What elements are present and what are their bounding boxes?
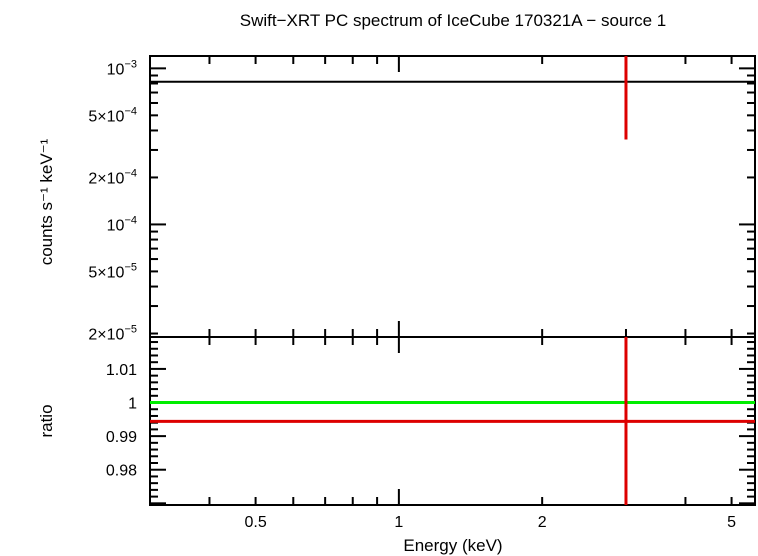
x-tick-label: 0.5 <box>244 514 266 531</box>
y-tick-label: 2×10−5 <box>88 324 137 344</box>
plot-frame <box>149 55 756 338</box>
y-tick-label: 5×10−4 <box>88 105 137 125</box>
ratio-panel: 0.5 1 2 5 1.01 1 0.99 0.98 <box>106 336 756 531</box>
spectrum-panel: 10−3 5×10−4 2×10−4 10−4 5×10−5 2×10−5 <box>88 55 756 344</box>
x-axis-label: Energy (keV) <box>403 536 502 555</box>
y-tick-label: 1 <box>128 396 137 413</box>
y-tick-label: 0.98 <box>106 463 137 480</box>
y-tick-label: 0.99 <box>106 429 137 446</box>
chart-title: Swift−XRT PC spectrum of IceCube 170321A… <box>240 11 667 30</box>
x-tick-label: 5 <box>727 514 736 531</box>
y-tick-label: 1.01 <box>106 362 137 379</box>
y-tick-label: 10−3 <box>107 58 137 78</box>
y-tick-label: 10−4 <box>107 214 137 234</box>
y-tick-label: 5×10−5 <box>88 261 137 281</box>
x-tick-label: 2 <box>538 514 547 531</box>
ratio-y-axis-label: ratio <box>37 404 56 437</box>
x-tick-label: 1 <box>394 514 403 531</box>
spectrum-y-axis-label: counts s⁻¹ keV⁻¹ <box>37 138 56 265</box>
y-tick-label: 2×10−4 <box>88 167 137 187</box>
